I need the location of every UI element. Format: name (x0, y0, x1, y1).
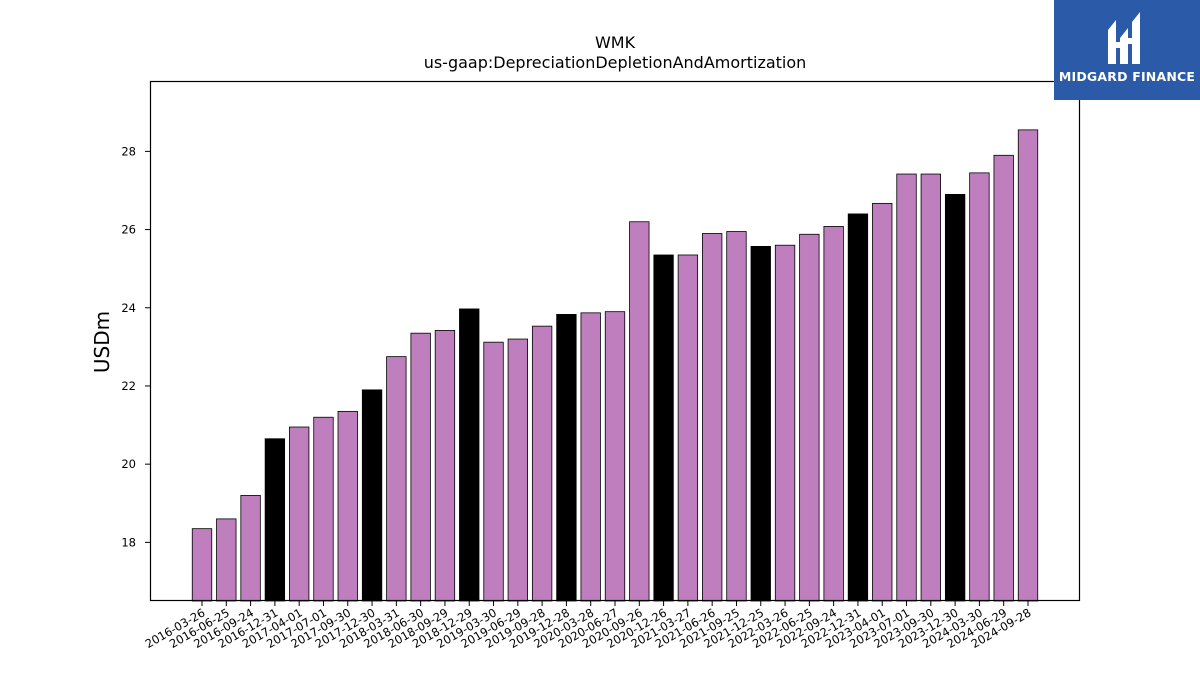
bar (993, 154, 1014, 602)
x-axis-ticks: 2016-03-262016-06-252016-09-242016-12-31… (143, 601, 1034, 651)
brand-logo: MIDGARD FINANCE (1054, 0, 1200, 100)
bar (580, 312, 601, 602)
bar (677, 254, 699, 602)
bar (361, 389, 383, 602)
chart-title: WMK (595, 33, 636, 52)
y-axis-ticks: 18 20 22 24 26 28 (121, 144, 150, 549)
bar (702, 233, 723, 602)
y-tick-label: 18 (121, 535, 136, 549)
bar (1017, 129, 1039, 602)
bar (507, 338, 528, 602)
bar (483, 341, 504, 602)
bar (386, 356, 407, 602)
bar (847, 213, 869, 602)
bar (240, 495, 261, 602)
bar (920, 173, 941, 602)
bars-group (191, 129, 1039, 602)
chart-subtitle: us-gaap:DepreciationDepletionAndAmortiza… (424, 53, 807, 72)
bar (264, 438, 286, 602)
bar (337, 410, 358, 602)
bar (410, 332, 431, 602)
y-tick-label: 28 (121, 144, 136, 158)
bar (726, 231, 747, 602)
midgard-logo-icon (1108, 12, 1140, 64)
bar (313, 416, 334, 602)
bar (944, 193, 966, 602)
bar (531, 325, 553, 602)
bar (896, 173, 917, 602)
bar (191, 528, 213, 602)
bar (799, 233, 820, 602)
plot-frame (149, 80, 1081, 602)
bar (604, 311, 626, 602)
bar (969, 172, 990, 602)
y-tick-label: 24 (121, 301, 136, 315)
bar (774, 244, 796, 602)
bar (629, 221, 650, 602)
bar (216, 518, 237, 602)
bar (459, 308, 480, 602)
y-tick-label: 20 (121, 457, 136, 471)
bar (434, 330, 456, 602)
y-tick-label: 26 (121, 223, 136, 237)
bar (556, 314, 577, 602)
bar (750, 245, 771, 602)
bar (653, 254, 674, 602)
y-tick-label: 22 (121, 379, 136, 393)
bar (823, 226, 844, 602)
bar (872, 202, 893, 602)
bar (289, 426, 310, 602)
y-axis-label: USDm (90, 311, 114, 373)
brand-name: MIDGARD FINANCE (1058, 69, 1196, 84)
